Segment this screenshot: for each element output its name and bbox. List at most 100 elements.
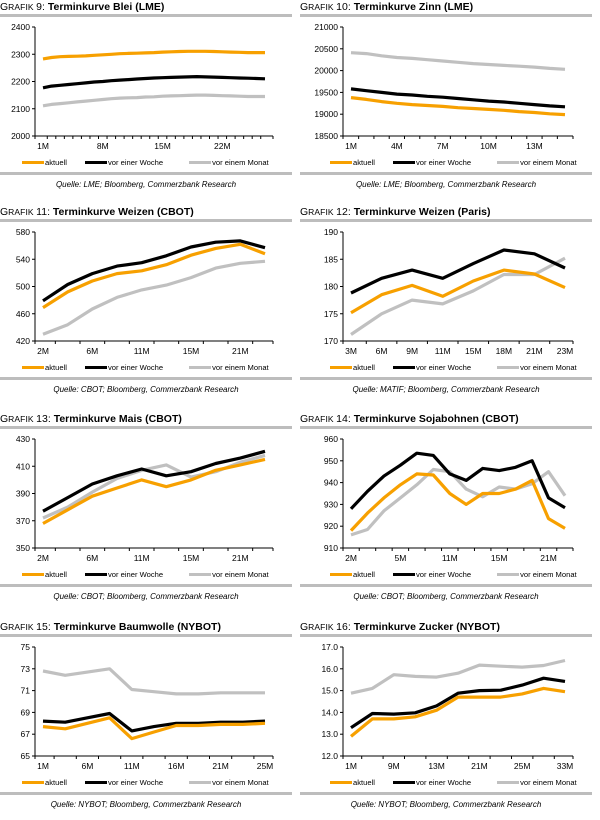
chart-title: GRAFIK 11: Terminkurve Weizen (CBOT) — [0, 206, 194, 218]
x-tick-label: 7M — [437, 141, 449, 151]
y-tick-label: 12.0 — [321, 751, 338, 761]
legend-item-aktuell: aktuell — [330, 778, 375, 787]
series-line-monat — [350, 51, 566, 71]
x-tick-label: 5M — [394, 553, 406, 563]
series-line-woche — [350, 87, 566, 109]
y-tick-label: 15.0 — [321, 686, 338, 696]
source-rule — [300, 792, 592, 795]
y-tick-label: 2200 — [11, 77, 30, 87]
series-line-aktuell — [42, 457, 266, 525]
x-tick-label: 1M — [37, 761, 49, 771]
chart-number: 16 — [336, 621, 348, 633]
y-tick-label: 920 — [324, 521, 338, 531]
legend-swatch-aktuell — [22, 781, 44, 784]
chart-prefix-initial: G — [300, 621, 309, 633]
chart-source: Quelle: LME; Bloomberg, Commerzbank Rese… — [355, 180, 537, 189]
legend-swatch-woche — [392, 781, 415, 784]
legend-item-monat: vor einem Monat — [497, 570, 577, 579]
x-tick-label: 33M — [557, 761, 574, 771]
legend-label: vor einer Woche — [415, 778, 472, 787]
legend-label: aktuell — [45, 158, 67, 167]
chart-colon: : — [347, 413, 354, 425]
series-line-monat — [42, 259, 266, 336]
y-tick-label: 580 — [16, 227, 30, 237]
x-tick-label: 15M — [183, 346, 200, 356]
title-rule — [0, 426, 292, 429]
x-tick-label: 6M — [81, 761, 93, 771]
x-tick-label: 9M — [406, 346, 418, 356]
chart-prefix-initial: G — [0, 413, 9, 425]
legend-item-aktuell: aktuell — [22, 363, 67, 372]
x-tick-label: 23M — [557, 346, 574, 356]
x-tick-label: 15M — [154, 141, 171, 151]
legend-item-woche: vor einer Woche — [392, 570, 471, 579]
legend-item-aktuell: aktuell — [330, 570, 375, 579]
chart-panel-15: GRAFIK 15: Terminkurve Baumwolle (NYBOT)… — [0, 620, 296, 820]
x-tick-label: 15M — [183, 553, 200, 563]
chart-colon: : — [347, 1, 354, 13]
chart-panel-16: GRAFIK 16: Terminkurve Zucker (NYBOT) 12.… — [300, 620, 596, 820]
chart-source: Quelle: CBOT; Bloomberg, Commerzbank Res… — [53, 385, 239, 394]
legend-swatch-aktuell — [330, 366, 352, 369]
series-line-woche — [349, 451, 566, 510]
y-tick-label: 460 — [16, 309, 30, 319]
chart-title-text: Terminkurve Weizen (Paris) — [353, 206, 491, 218]
x-tick-label: 11M — [134, 346, 150, 356]
x-tick-label: 6M — [86, 346, 98, 356]
x-tick-label: 21M — [232, 346, 249, 356]
chart-prefix-initial: G — [0, 206, 9, 218]
chart-legend: aktuell vor einer Woche vor einem Monat — [330, 158, 595, 167]
y-tick-label: 950 — [324, 456, 338, 466]
source-rule — [300, 377, 592, 380]
legend-swatch-woche — [392, 366, 415, 369]
chart-number: 9 — [36, 1, 43, 13]
chart-source: Quelle: MATIF; Bloomberg, Commerzbank Re… — [352, 385, 540, 394]
y-tick-label: 65 — [21, 751, 31, 761]
x-tick-label: 21M — [212, 761, 229, 771]
legend-label: vor einer Woche — [415, 158, 472, 167]
x-tick-label: 21M — [540, 553, 557, 563]
chart-panel-9: GRAFIK 9: Terminkurve Blei (LME) 2000 2100… — [0, 0, 296, 200]
x-tick-label: 18M — [496, 346, 513, 356]
series-line-aktuell — [42, 242, 266, 309]
chart-title: GRAFIK 10: Terminkurve Zinn (LME) — [300, 1, 473, 13]
y-tick-label: 21000 — [314, 22, 338, 32]
x-tick-label: 10M — [480, 141, 497, 151]
series-line-woche — [42, 449, 266, 513]
series-line-aktuell — [42, 49, 265, 61]
x-tick-label: 15M — [491, 553, 508, 563]
y-tick-label: 16.0 — [321, 664, 338, 674]
legend-item-woche: vor einer Woche — [392, 158, 472, 167]
legend-swatch-woche — [84, 366, 107, 369]
source-rule — [0, 584, 292, 587]
source-rule — [300, 172, 592, 175]
chart-prefix-initial: G — [300, 413, 309, 425]
y-tick-label: 18500 — [314, 131, 338, 141]
x-tick-label: 1M — [345, 141, 357, 151]
chart-prefix-initial: G — [300, 206, 309, 218]
legend-swatch-woche — [84, 781, 107, 784]
y-tick-label: 17.0 — [321, 642, 338, 652]
chart-number: 14 — [336, 413, 348, 425]
x-tick-label: 3M — [345, 346, 357, 356]
chart-legend: aktuell vor einer Woche vor einem Monat — [330, 778, 595, 787]
chart-panel-14: GRAFIK 14: Terminkurve Sojabohnen (CBOT)… — [300, 412, 596, 612]
series-line-aktuell — [349, 472, 566, 532]
chart-colon: : — [42, 1, 48, 13]
series-line-aktuell — [42, 716, 266, 741]
legend-item-monat: vor einem Monat — [189, 570, 269, 579]
legend-swatch-aktuell — [22, 161, 44, 164]
chart-number: 12 — [336, 206, 348, 218]
chart-legend: aktuell vor einer Woche vor einem Monat — [330, 570, 595, 579]
chart-source: Quelle: CBOT; Bloomberg, Commerzbank Res… — [353, 592, 539, 601]
series-line-woche — [350, 676, 566, 730]
x-tick-label: 16M — [168, 761, 185, 771]
line-chart-12: 170 175 180 185 190 3M 6M 9M 11M 15M 18M 21M 23M — [324, 227, 574, 356]
legend-item-monat: vor einem Monat — [189, 778, 269, 787]
y-tick-label: 13.0 — [321, 729, 338, 739]
chart-source: Quelle: LME; Bloomberg, Commerzbank Rese… — [55, 180, 237, 189]
legend-label: aktuell — [45, 363, 67, 372]
y-tick-label: 940 — [324, 478, 338, 488]
y-tick-label: 370 — [16, 516, 30, 526]
legend-swatch-aktuell — [330, 573, 352, 576]
